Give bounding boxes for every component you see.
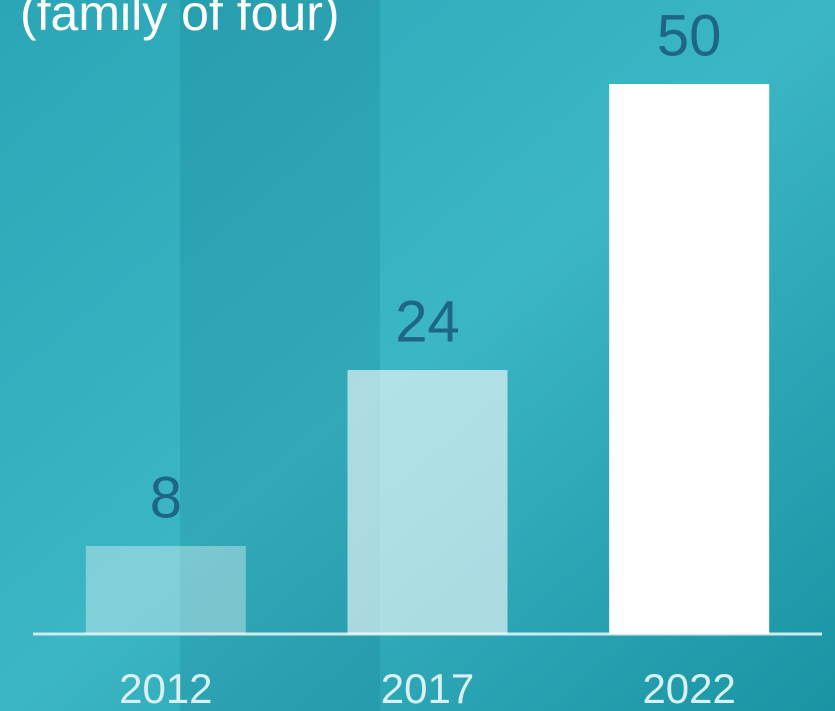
bar [609,84,770,634]
background-shade [180,0,380,711]
data-label: 50 [657,3,722,68]
bar [85,546,246,634]
data-label: 8 [150,465,182,530]
chart-title: (family of four) [20,0,340,41]
x-tick-label: 2012 [119,665,212,711]
x-tick-label: 2022 [642,665,735,711]
data-label: 24 [395,289,460,354]
bar [347,370,508,634]
x-tick-label: 2017 [381,665,474,711]
